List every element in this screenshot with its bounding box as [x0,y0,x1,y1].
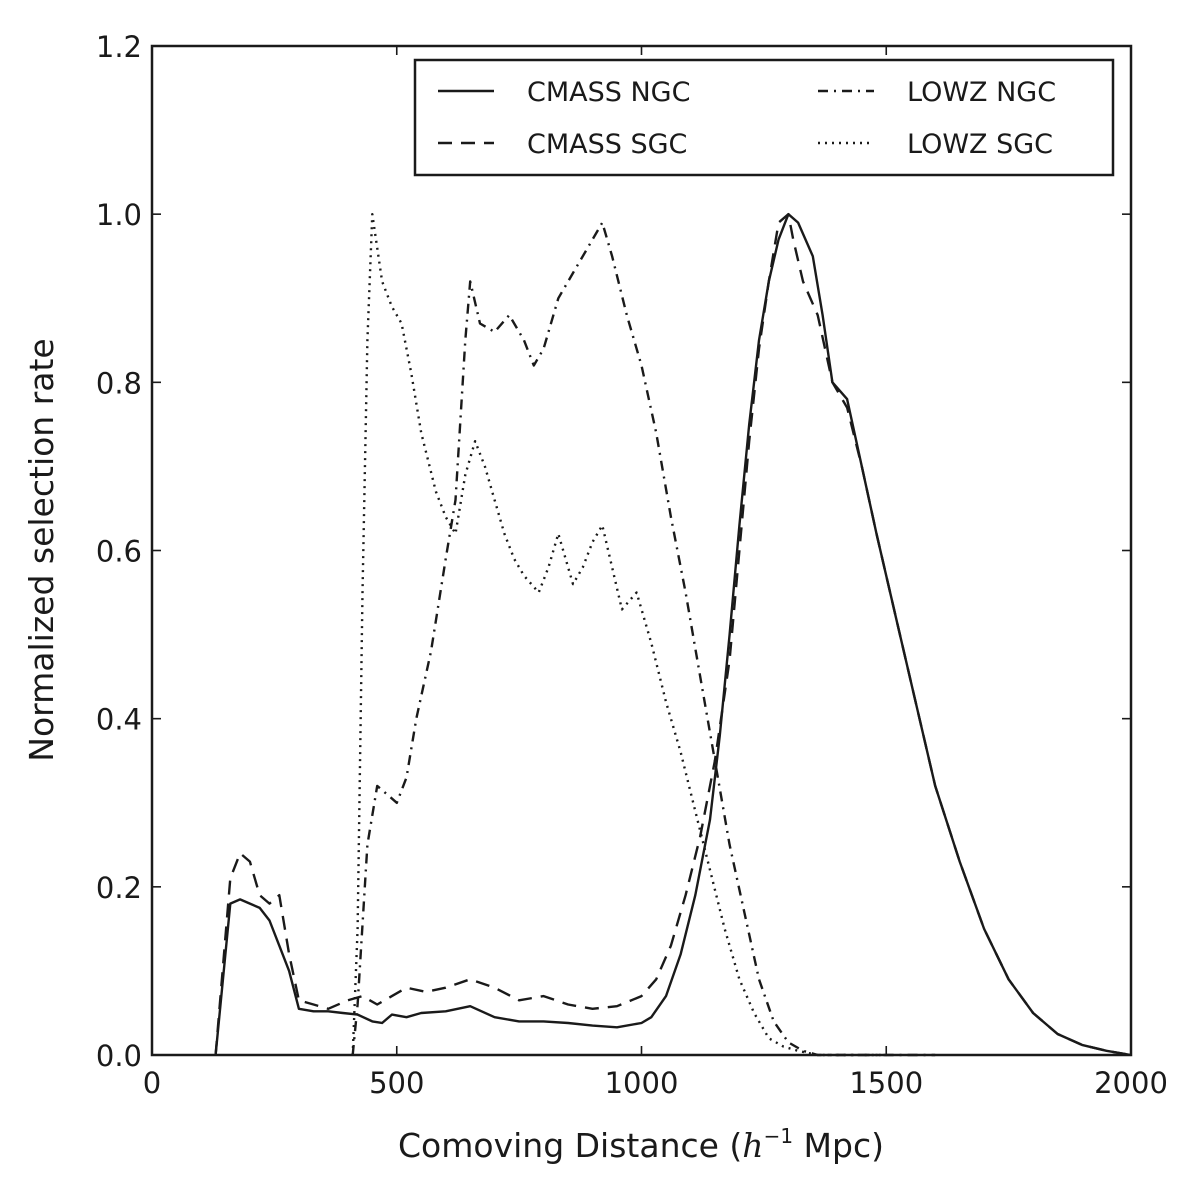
x-tick-label: 2000 [1094,1066,1168,1100]
axis-ticks [151,45,1132,1056]
series-line-cmass-ngc [214,213,1132,1057]
tick-labels: 0 500 1000 1500 2000 0.0 0.2 0.4 0.6 0.8 1.0 1.2 [96,30,1168,1100]
y-tick-label: 0.8 [96,366,142,400]
legend-box [413,58,1115,177]
x-axis-label: Comoving Distance (h−1 Mpc) [398,1124,884,1165]
y-tick-label: 0.4 [96,703,142,737]
y-tick-label: 0.0 [96,1039,142,1073]
x-axis-label-main: Comoving Distance ( [398,1126,742,1165]
y-tick-label: 0.6 [96,535,142,569]
legend: CMASS NGC CMASS SGC LOWZ NGC LOWZ SGC [413,58,1115,177]
x-axis-label-sup: −1 [764,1124,793,1148]
y-tick-label: 0.2 [96,871,142,905]
legend-label-cmass-sgc: CMASS SGC [527,129,687,160]
legend-label-lowz-ngc: LOWZ NGC [907,77,1056,108]
series-line-lowz-sgc [351,213,887,1057]
x-axis-label-unit: Mpc) [793,1126,884,1165]
series-layer [214,213,1132,1057]
x-tick-label: 0 [143,1066,161,1100]
plot-frame [150,44,1133,1057]
x-axis-label-math: h [742,1126,763,1165]
x-tick-label: 500 [369,1066,424,1100]
series-line-lowz-ngc [351,221,936,1057]
y-tick-label: 1.2 [96,30,142,64]
y-tick-label: 1.0 [96,198,142,232]
legend-label-lowz-sgc: LOWZ SGC [907,129,1053,160]
x-tick-label: 1500 [849,1066,923,1100]
legend-label-cmass-ngc: CMASS NGC [527,77,690,108]
series-line-cmass-sgc [214,213,1132,1057]
x-tick-label: 1000 [605,1066,679,1100]
y-axis-label: Normalized selection rate [22,338,61,761]
